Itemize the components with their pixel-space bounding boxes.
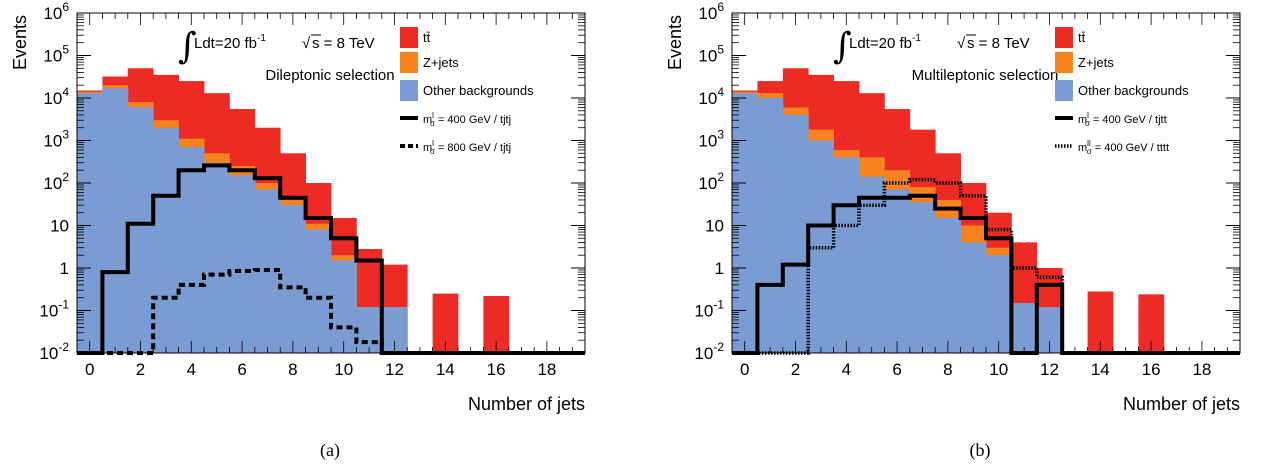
y-tick-label: 104 — [43, 85, 69, 108]
legend-swatch-other — [400, 80, 418, 101]
x-axis-label: Number of jets — [468, 394, 585, 414]
legend-label: Z+jets — [1078, 55, 1114, 70]
x-tick-label: 8 — [943, 360, 952, 379]
lumi-text: Ldt=20 fb-1 — [849, 33, 921, 52]
other-bar — [204, 162, 230, 353]
other-bar — [305, 229, 332, 353]
y-tick-label: 105 — [698, 43, 724, 66]
y-tick-label: 103 — [698, 128, 724, 151]
other-bar — [280, 205, 306, 353]
y-tick-label: 104 — [698, 85, 724, 108]
chart-b: 10-2 10-1 1 10 102 103 104 105 106 0 2 4 6 8 10 12 14 16 1… — [665, 0, 1241, 414]
lumi-text: Ldt=20 fb-1 — [194, 33, 266, 52]
x-tick-label: 14 — [1091, 360, 1110, 379]
caption-b: (b) — [969, 440, 991, 460]
other-bar — [1011, 303, 1038, 353]
other-bar — [102, 88, 129, 353]
y-tick-label: 102 — [43, 170, 69, 193]
y-tick-label: 106 — [698, 0, 724, 23]
legend-swatch-ttbar — [400, 27, 418, 48]
x-tick-label: 6 — [892, 360, 901, 379]
other-bar — [153, 127, 179, 353]
x-tick-label: 18 — [537, 360, 556, 379]
x-tick-label: 2 — [791, 360, 800, 379]
legend-label: ml σ = 400 GeV / tjtt — [1078, 111, 1167, 128]
chart-a: 10-2 10-1 1 10 102 103 104 105 106 0 2 4 6 8 10 12 14 16 1… — [10, 0, 586, 414]
caption-a: (a) — [320, 440, 340, 460]
legend-label: ml σ = 400 GeV / tjtj — [423, 111, 511, 128]
legend-label: ml σ = 800 GeV / tjtj — [423, 139, 511, 156]
x-tick-label: 16 — [487, 360, 506, 379]
other-bar — [935, 218, 961, 353]
x-tick-label: 4 — [187, 360, 196, 379]
y-axis-label: Events — [665, 15, 685, 70]
legend-label: tt̄ — [1078, 30, 1086, 45]
other-bar — [178, 147, 205, 353]
other-bar — [356, 307, 383, 353]
other-bar — [833, 157, 860, 353]
y-tick-label: 1 — [60, 259, 69, 278]
other-bar — [884, 189, 911, 353]
other-bar — [732, 93, 758, 353]
x-tick-label: 0 — [85, 360, 94, 379]
integral-symbol: ∫ — [833, 26, 852, 67]
y-tick-label: 10 — [50, 217, 69, 236]
legend-swatch-zjets — [1055, 52, 1073, 73]
selection-text: Dileptonic selection — [265, 67, 394, 84]
other-bar — [757, 98, 784, 353]
y-tick-label: 10-1 — [694, 298, 724, 321]
legend-label: Other backgrounds — [423, 83, 534, 98]
other-bar — [782, 114, 809, 354]
legend-label: Z+jets — [423, 55, 459, 70]
x-tick-label: 18 — [1192, 360, 1211, 379]
x-axis-label: Number of jets — [1123, 394, 1240, 414]
y-tick-label: 10-1 — [39, 298, 69, 321]
chart-panel-b: 10-2 10-1 1 10 102 103 104 105 106 0 2 4 6 8 10 12 14 16 1… — [655, 0, 1275, 473]
legend-label: Other backgrounds — [1078, 83, 1189, 98]
chart-panel-a: 10-2 10-1 1 10 102 103 104 105 106 0 2 4 6 8 10 12 14 16 1… — [0, 0, 620, 473]
y-tick-label: 103 — [43, 128, 69, 151]
y-tick-label: 105 — [43, 43, 69, 66]
integral-symbol: ∫ — [178, 26, 197, 67]
x-tick-label: 12 — [1040, 360, 1059, 379]
x-tick-label: 14 — [436, 360, 455, 379]
y-tick-label: 1 — [715, 259, 724, 278]
other-bar — [77, 93, 103, 353]
other-bar — [960, 242, 987, 353]
other-bar — [909, 202, 936, 353]
sqrt-symbol: √ — [957, 35, 966, 52]
other-bar — [859, 176, 885, 353]
x-tick-label: 4 — [842, 360, 851, 379]
x-tick-label: 12 — [385, 360, 404, 379]
selection-text: Multileptonic selection — [912, 67, 1059, 84]
y-tick-label: 10-2 — [694, 340, 724, 363]
x-tick-label: 2 — [136, 360, 145, 379]
legend-swatch-ttbar — [1055, 27, 1073, 48]
y-tick-label: 106 — [43, 0, 69, 23]
x-tick-label: 6 — [237, 360, 246, 379]
y-tick-label: 102 — [698, 170, 724, 193]
x-tick-label: 8 — [288, 360, 297, 379]
legend-label: mll σ = 400 GeV / tttt — [1078, 139, 1169, 156]
other-bar — [331, 260, 357, 353]
sqrt-symbol: √ — [302, 35, 311, 52]
energy-text: s = 8 TeV — [967, 35, 1030, 52]
other-bar — [127, 107, 154, 353]
y-tick-label: 10 — [705, 217, 724, 236]
legend-label: tt̄ — [423, 30, 431, 45]
legend-swatch-zjets — [400, 52, 418, 73]
other-bar — [229, 175, 256, 353]
x-tick-label: 0 — [740, 360, 749, 379]
other-bar — [986, 255, 1012, 353]
energy-text: s = 8 TeV — [312, 35, 375, 52]
x-tick-label: 10 — [334, 360, 353, 379]
legend-swatch-other — [1055, 80, 1073, 101]
x-tick-label: 16 — [1142, 360, 1161, 379]
y-axis-label: Events — [10, 15, 30, 70]
x-tick-label: 10 — [989, 360, 1008, 379]
y-tick-label: 10-2 — [39, 340, 69, 363]
other-bar — [808, 140, 834, 353]
